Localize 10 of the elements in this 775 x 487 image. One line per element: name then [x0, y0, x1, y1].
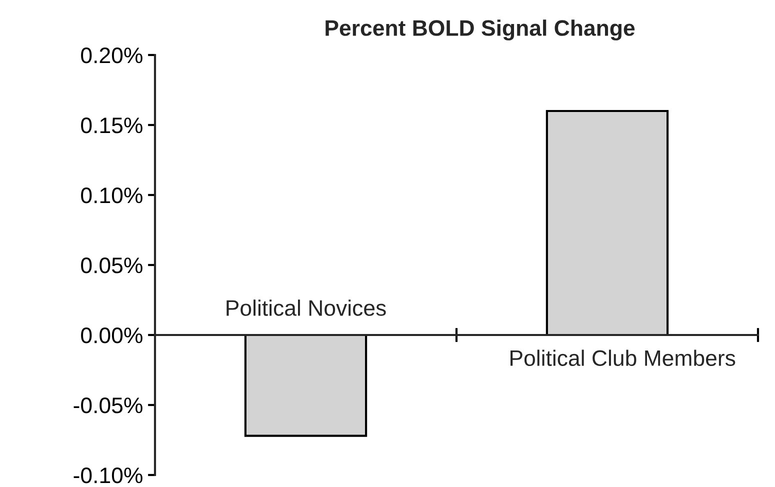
y-tick-label: -0.05%: [74, 398, 142, 414]
x-tick-label: Political Novices: [226, 300, 386, 316]
y-tick-label: -0.10%: [74, 468, 142, 484]
x-tick-label: Political Club Members: [510, 350, 736, 366]
y-tick-label: 0.00%: [81, 328, 142, 344]
chart-title: Percent BOLD Signal Change: [326, 20, 635, 40]
y-tick-label: 0.15%: [81, 118, 142, 134]
y-tick-label: 0.05%: [81, 258, 142, 274]
y-tick-label: 0.20%: [81, 48, 142, 64]
y-tick-label: 0.10%: [81, 188, 142, 204]
